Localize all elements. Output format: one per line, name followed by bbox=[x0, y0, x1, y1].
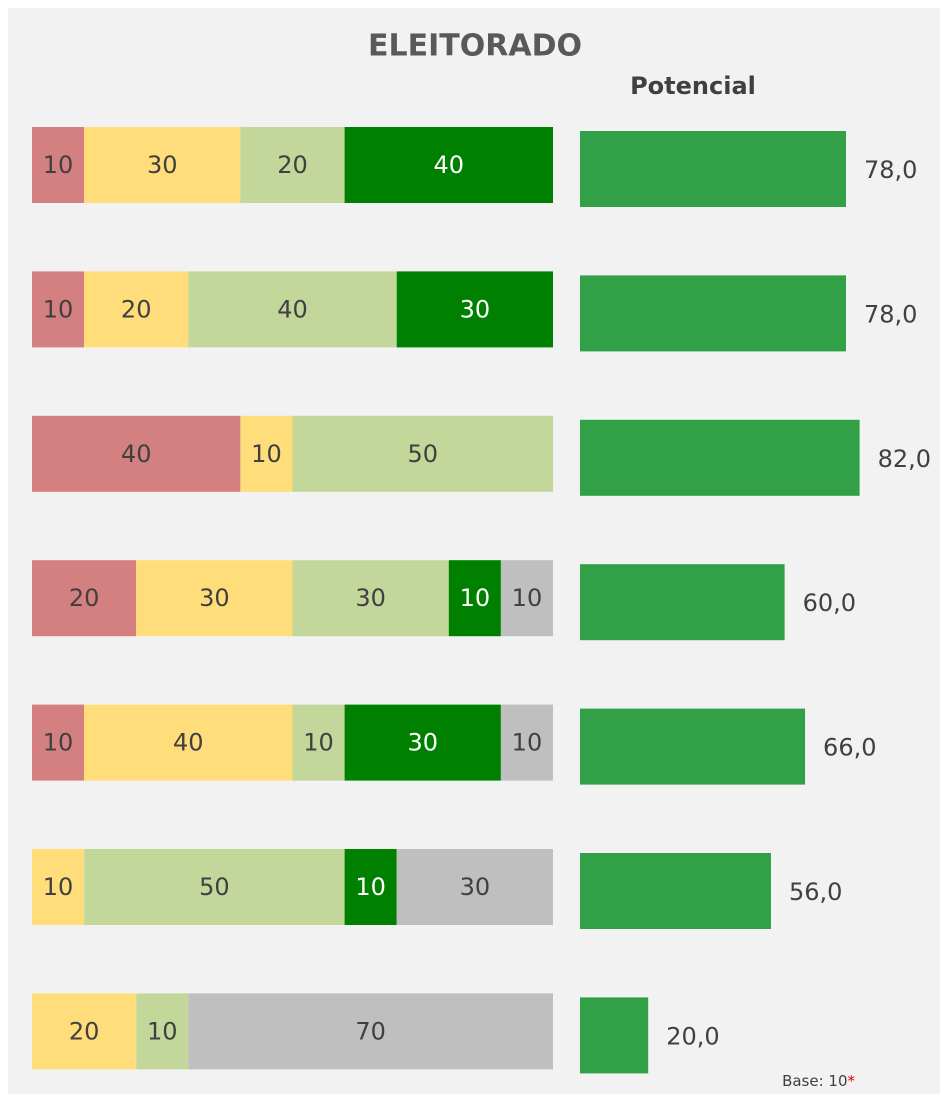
segment-label: 30 bbox=[460, 873, 491, 901]
bar-segment bbox=[396, 849, 553, 925]
bar-segment bbox=[188, 993, 554, 1070]
bar bbox=[580, 997, 649, 1074]
bar-segment bbox=[136, 993, 189, 1070]
bar bbox=[580, 708, 806, 785]
value-label: 78,0 bbox=[864, 156, 917, 184]
bar bbox=[580, 419, 860, 496]
bar-segment bbox=[32, 271, 85, 348]
value-label: 82,0 bbox=[878, 445, 931, 473]
segment-label: 30 bbox=[407, 729, 438, 757]
bar-segment bbox=[84, 849, 345, 925]
segment-label: 30 bbox=[199, 584, 230, 612]
bar-segment bbox=[84, 127, 241, 203]
bar-segment bbox=[136, 560, 293, 637]
segment-label: 70 bbox=[355, 1017, 386, 1045]
chart-title: ELEITORADO bbox=[368, 29, 582, 64]
bar-segment bbox=[32, 704, 85, 781]
bar bbox=[580, 131, 846, 207]
bar bbox=[580, 853, 771, 929]
bar-segment bbox=[448, 560, 501, 637]
bar bbox=[580, 275, 846, 352]
bar-segment bbox=[32, 849, 85, 925]
footnote: Base: 10* bbox=[782, 1072, 855, 1090]
segment-label: 10 bbox=[43, 873, 74, 901]
bar-segment bbox=[84, 704, 293, 781]
footnote-text: Base: 10 bbox=[782, 1072, 847, 1090]
segment-label: 10 bbox=[43, 151, 74, 179]
segment-label: 10 bbox=[512, 729, 543, 757]
bar-segment bbox=[500, 560, 553, 637]
segment-label: 10 bbox=[355, 873, 386, 901]
footnote-mark: * bbox=[848, 1072, 856, 1090]
segment-label: 10 bbox=[512, 584, 543, 612]
segment-label: 10 bbox=[251, 440, 282, 468]
bar-segment bbox=[84, 271, 189, 348]
bar-segment bbox=[240, 415, 293, 492]
value-label: 66,0 bbox=[823, 734, 876, 762]
segment-label: 50 bbox=[199, 873, 230, 901]
segment-label: 20 bbox=[69, 1017, 100, 1045]
bar-segment bbox=[32, 127, 85, 203]
bar-segment bbox=[188, 271, 397, 348]
segment-label: 20 bbox=[69, 584, 100, 612]
segment-label: 50 bbox=[407, 440, 438, 468]
bar-segment bbox=[344, 127, 553, 203]
bar bbox=[580, 564, 785, 641]
bar-segment bbox=[292, 704, 345, 781]
value-label: 78,0 bbox=[864, 300, 917, 328]
segment-label: 10 bbox=[43, 729, 74, 757]
bar-segment bbox=[292, 415, 553, 492]
segment-label: 40 bbox=[434, 151, 465, 179]
value-label: 56,0 bbox=[789, 878, 842, 906]
bar-segment bbox=[292, 560, 449, 637]
segment-label: 40 bbox=[173, 729, 204, 757]
segment-label: 20 bbox=[121, 295, 152, 323]
segment-label: 30 bbox=[355, 584, 386, 612]
bar-segment bbox=[344, 704, 501, 781]
segment-label: 40 bbox=[121, 440, 152, 468]
bar-segment bbox=[32, 993, 137, 1070]
segment-label: 20 bbox=[277, 151, 308, 179]
bar-segment bbox=[396, 271, 553, 348]
bar-segment bbox=[344, 849, 397, 925]
segment-label: 10 bbox=[43, 295, 74, 323]
bar-segment bbox=[32, 560, 137, 637]
value-label: 20,0 bbox=[666, 1022, 719, 1050]
bar-segment bbox=[32, 415, 241, 492]
segment-label: 10 bbox=[147, 1017, 178, 1045]
segment-label: 30 bbox=[147, 151, 178, 179]
segment-label: 30 bbox=[460, 295, 491, 323]
segment-label: 10 bbox=[460, 584, 491, 612]
subtitle: Potencial bbox=[630, 72, 756, 100]
segment-label: 40 bbox=[277, 295, 308, 323]
segment-label: 10 bbox=[303, 729, 334, 757]
value-label: 60,0 bbox=[803, 589, 856, 617]
bar-segment bbox=[240, 127, 345, 203]
bar-segment bbox=[500, 704, 553, 781]
